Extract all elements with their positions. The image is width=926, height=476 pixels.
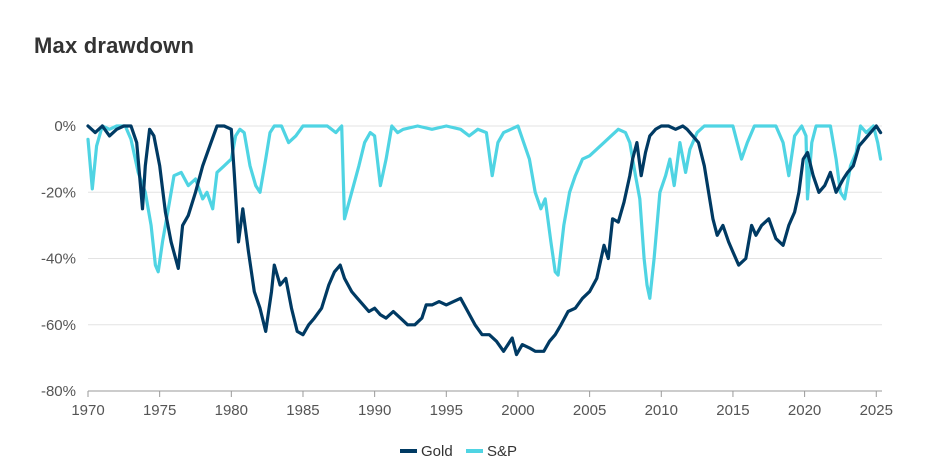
legend-label: S&P (487, 443, 517, 460)
x-tick-label: 2020 (788, 402, 821, 419)
x-tick-label: 1995 (430, 402, 463, 419)
y-tick-label: -40% (41, 251, 76, 268)
x-tick-label: 1990 (358, 402, 391, 419)
x-tick-label: 1985 (286, 402, 319, 419)
series-lines (86, 124, 883, 357)
x-tick-label: 2005 (573, 402, 606, 419)
y-tick-label: -20% (41, 184, 76, 201)
x-tick-label: 2000 (501, 402, 534, 419)
series-line-1 (86, 124, 883, 300)
y-tick-label: -80% (41, 383, 76, 400)
x-tick-label: 1975 (143, 402, 176, 419)
x-axis: 1970 1975 1980 1985 1990 1995 2000 2005 2010 2015… (71, 391, 893, 419)
grid-lines (88, 125, 882, 392)
x-tick-label: 2010 (645, 402, 678, 419)
legend: Gold S&P (400, 443, 517, 460)
y-axis-ticks: 0% -20% -40% -60% -80% (41, 118, 76, 400)
x-tick-label: 1980 (215, 402, 248, 419)
series-line-0 (86, 124, 883, 357)
legend-label: Gold (421, 443, 453, 460)
y-tick-label: 0% (54, 118, 76, 135)
x-tick-label: 2025 (860, 402, 893, 419)
x-tick-label: 2015 (716, 402, 749, 419)
y-tick-label: -60% (41, 317, 76, 334)
chart-title: Max drawdown (34, 33, 195, 58)
x-tick-label: 1970 (71, 402, 104, 419)
